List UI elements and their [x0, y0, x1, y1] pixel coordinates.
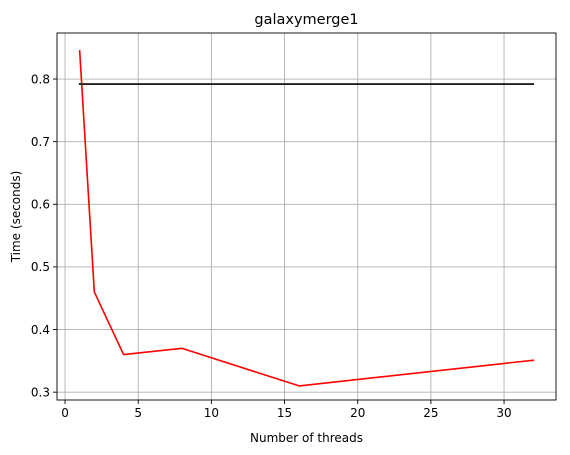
x-tick-label: 5 [134, 406, 142, 420]
y-tick-label: 0.3 [31, 385, 50, 399]
x-tick-label: 0 [61, 406, 69, 420]
y-tick-label: 0.8 [31, 72, 50, 86]
grid [57, 33, 556, 400]
y-axis: 0.3 0.4 0.5 0.6 0.7 0.8 [31, 72, 57, 399]
x-tick-label: 15 [277, 406, 292, 420]
y-tick-label: 0.6 [31, 198, 50, 212]
y-axis-label: Time (seconds) [9, 171, 23, 264]
y-tick-label: 0.7 [31, 135, 50, 149]
chart-title: galaxymerge1 [254, 12, 358, 28]
y-tick-label: 0.4 [31, 323, 50, 337]
x-axis-label: Number of threads [250, 431, 363, 445]
series-layer [78, 50, 535, 387]
plot-frame [56, 32, 557, 401]
x-tick-label: 10 [204, 406, 219, 420]
x-tick-label: 25 [423, 406, 438, 420]
y-tick-label: 0.5 [31, 260, 50, 274]
x-tick-label: 20 [350, 406, 365, 420]
x-tick-label: 30 [496, 406, 511, 420]
x-axis: 0 5 10 15 20 25 30 [61, 400, 512, 420]
series-line-1 [78, 50, 535, 387]
